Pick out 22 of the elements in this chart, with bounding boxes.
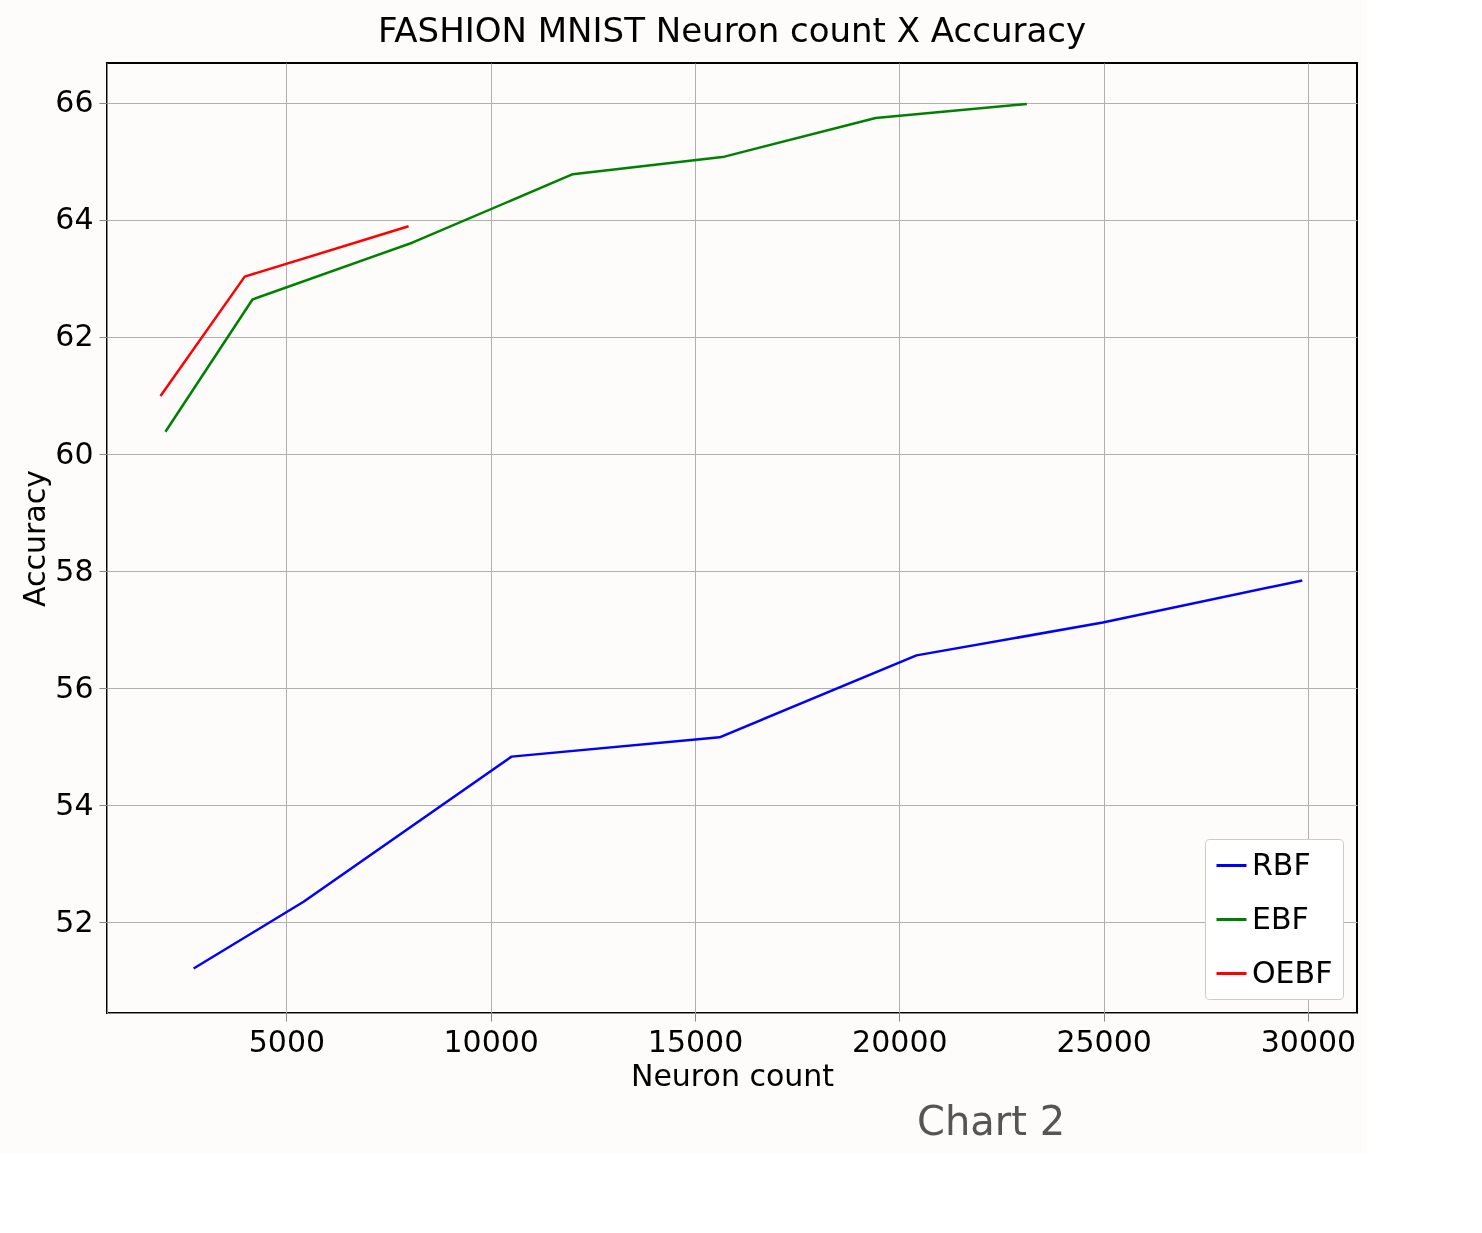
y-tick-label: 64 xyxy=(55,201,94,237)
x-tick-label: 10000 xyxy=(443,1023,539,1059)
x-tick-label: 15000 xyxy=(647,1023,744,1059)
x-tick-label: 5000 xyxy=(248,1023,326,1059)
legend-label: RBF xyxy=(1252,846,1311,882)
legend-label: OEBF xyxy=(1252,954,1333,990)
y-tick-label: 58 xyxy=(55,552,94,588)
x-tick-label: 25000 xyxy=(1056,1023,1152,1059)
legend-label: EBF xyxy=(1252,900,1309,936)
chart-title: FASHION MNIST Neuron count X Accuracy xyxy=(377,10,1087,50)
y-tick-label: 56 xyxy=(55,669,94,705)
line-series xyxy=(164,102,1029,434)
y-tick-label: 60 xyxy=(55,435,94,471)
y-tick-label: 54 xyxy=(55,786,94,822)
x-tick-label: 30000 xyxy=(1260,1023,1357,1059)
y-tick-label: 52 xyxy=(55,903,94,939)
y-axis-title: Accuracy xyxy=(17,470,53,607)
y-tick-label: 62 xyxy=(55,318,94,354)
y-tick-label: 66 xyxy=(55,84,94,120)
x-tick-label: 20000 xyxy=(852,1023,948,1059)
x-axis-title: Neuron count xyxy=(630,1057,835,1093)
caption: Chart 2 xyxy=(917,1098,1066,1144)
